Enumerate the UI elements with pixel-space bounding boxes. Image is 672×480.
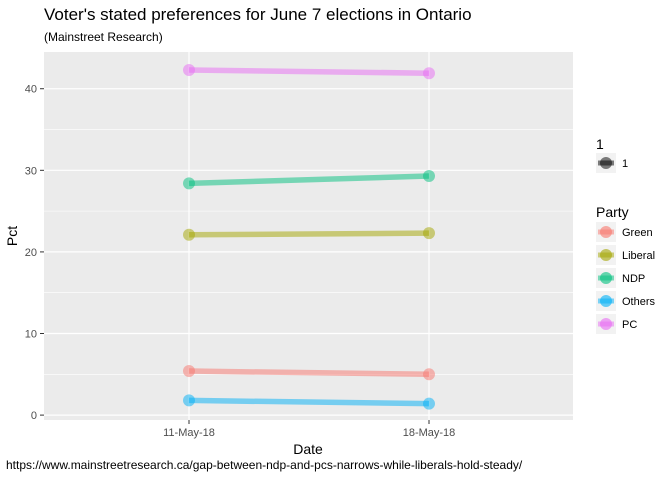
size-legend-label: 1 [622,158,628,170]
minor-gridlines [44,129,573,375]
data-point-liberal [183,228,195,241]
data-point-green [183,365,195,378]
y-tick-label: 30 [25,165,37,177]
x-axis: 11-May-18 18-May-18 [163,420,455,439]
legend-point-others [600,295,612,307]
legend-point-liberal [600,249,612,261]
series-line-liberal [188,230,430,238]
legend-label-green: Green [622,227,653,239]
data-point-pc [183,63,195,76]
size-legend: 1 1 [596,136,628,173]
series-line-others [188,397,430,407]
party-legend: Party Green Liberal NDP Others PC [596,204,656,334]
y-axis-label: Pct [4,226,20,246]
legend-point-pc [600,318,612,330]
data-point-liberal [423,227,435,240]
series-layer [183,63,435,410]
y-tick-label: 10 [25,329,37,341]
data-point-others [183,394,195,407]
data-point-others [423,397,435,410]
y-axis: 0 10 20 30 40 [25,84,44,422]
y-tick-label: 40 [25,84,37,96]
legend-point-green [600,226,612,238]
x-tick-label: 11-May-18 [163,427,215,439]
y-tick-label: 0 [31,410,37,422]
source-caption: https://www.mainstreetresearch.ca/gap-be… [6,458,523,472]
legend-label-ndp: NDP [622,273,645,285]
chart-title: Voter's stated preferences for June 7 el… [44,5,472,24]
chart-subtitle: (Mainstreet Research) [44,30,163,44]
y-tick-label: 20 [25,247,37,259]
size-legend-title: 1 [596,136,604,152]
legend-label-liberal: Liberal [622,250,655,262]
x-tick-label: 18-May-18 [403,427,456,439]
series-line-green [188,368,430,378]
data-point-ndp [183,177,195,190]
series-line-pc [188,67,430,76]
series-line-ndp [188,173,430,187]
legend-label-pc: PC [622,319,637,331]
x-axis-label: Date [293,441,323,457]
size-legend-point [600,157,612,169]
legend-point-ndp [600,272,612,284]
data-point-ndp [423,170,435,183]
data-point-pc [423,67,435,80]
data-point-green [423,368,435,381]
party-legend-title: Party [596,204,629,220]
legend-label-others: Others [622,296,656,308]
